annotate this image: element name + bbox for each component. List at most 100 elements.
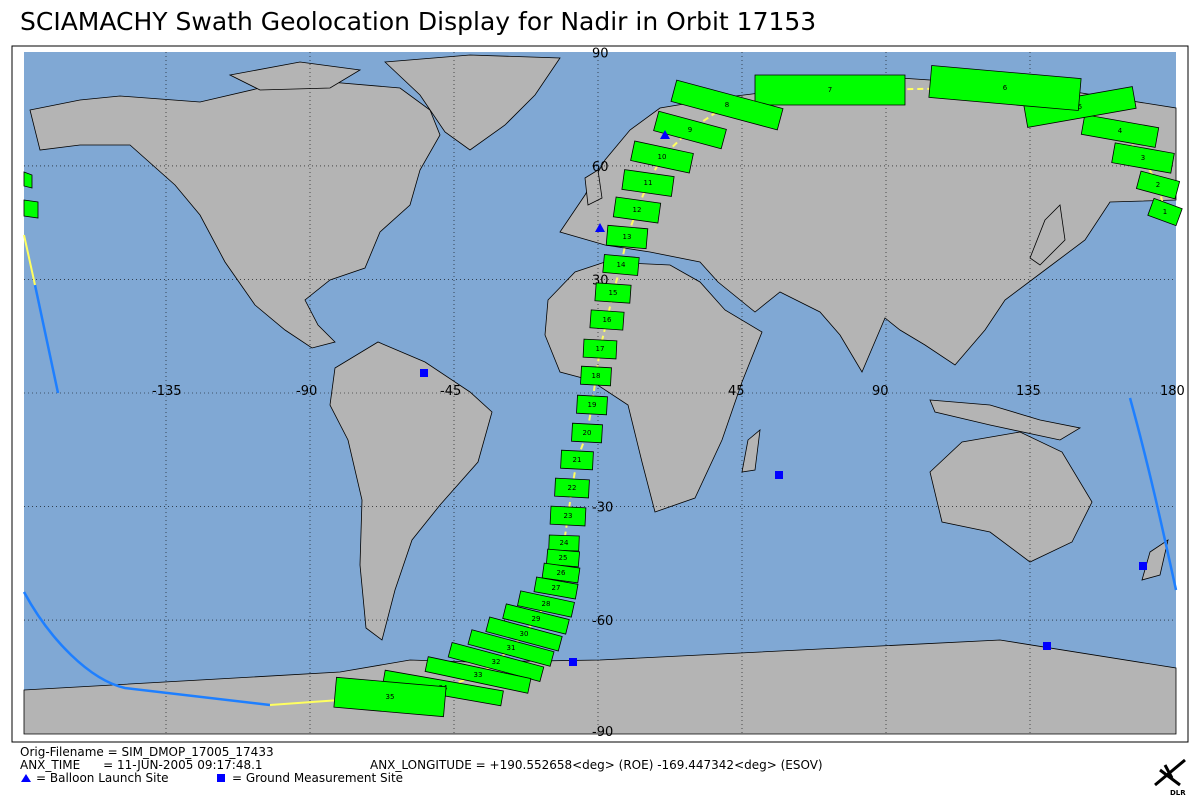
lat-label: 90	[592, 46, 609, 61]
swath-box	[571, 422, 603, 444]
south-america	[329, 341, 493, 641]
swath-label: 4	[1118, 127, 1123, 135]
swath-box	[533, 576, 579, 600]
logo-mark	[1154, 758, 1186, 787]
australia	[929, 431, 1093, 563]
swath-box	[560, 449, 594, 471]
swath-box	[1023, 86, 1137, 128]
swath-label: 27	[552, 584, 561, 592]
madagascar	[741, 429, 761, 473]
swath-box	[23, 199, 39, 219]
swath-label: 21	[573, 456, 582, 464]
lon-label: -135	[152, 384, 182, 399]
swath-label: 15	[609, 289, 618, 297]
lon-label: 45	[728, 384, 745, 399]
swath-label: 13	[623, 233, 632, 241]
lat-label: 60	[592, 160, 609, 175]
swath-label: 25	[559, 554, 568, 562]
swath-box	[554, 477, 590, 499]
swath-box	[424, 656, 532, 694]
swath: 1234567891011121314151617181920212223242…	[333, 65, 1183, 718]
antarctica	[23, 639, 1177, 735]
lat-label: -30	[592, 501, 613, 516]
swath-box	[545, 548, 581, 568]
swath-label: 10	[658, 153, 667, 161]
legend-ground-icon	[217, 774, 225, 782]
title: SCIAMACHY Swath Geolocation Display for …	[20, 7, 816, 36]
swath-label: 12	[633, 206, 642, 214]
swath-label: 31	[507, 644, 516, 652]
swath-box	[1135, 170, 1181, 200]
swath-label: 30	[520, 630, 529, 638]
swath-label: 18	[592, 372, 601, 380]
swath-label: 1	[1163, 208, 1167, 216]
orbit-track	[22, 591, 271, 707]
swath-label: 29	[532, 615, 541, 623]
lon-label: -90	[296, 384, 317, 399]
swath-label: 14	[617, 261, 626, 269]
swath-box	[467, 629, 555, 667]
swath-label: 6	[1003, 84, 1008, 92]
swath-box	[1080, 114, 1160, 148]
swath-box	[621, 169, 675, 197]
legend-ground: = Ground Measurement Site	[232, 771, 403, 785]
swath-label: 2	[1156, 181, 1160, 189]
swath-box	[612, 196, 662, 224]
swath-box	[548, 534, 580, 552]
indonesia	[929, 399, 1082, 441]
swath-label: 22	[568, 484, 577, 492]
swath-box	[594, 282, 632, 304]
lon-label: 135	[1016, 384, 1041, 399]
lat-label: -90	[592, 725, 613, 740]
swath-box	[605, 224, 649, 250]
lon-label: -45	[440, 384, 461, 399]
swath-box	[549, 505, 587, 527]
swath-box	[580, 365, 612, 387]
anx-time: ANX_TIME = 11-JUN-2005 09:17:48.1	[20, 758, 263, 772]
ground-site	[569, 658, 577, 666]
swath-box	[630, 140, 694, 174]
lat-label: -60	[592, 614, 613, 629]
swath-box	[1111, 142, 1175, 174]
swath-box	[1147, 197, 1183, 227]
ground-site	[1139, 562, 1147, 570]
swath-box	[541, 562, 581, 584]
swath-box	[582, 338, 618, 360]
legend-balloon-icon	[21, 774, 31, 782]
swath-label: 11	[644, 179, 653, 187]
swath-label: 32	[492, 658, 501, 666]
sites	[420, 130, 1147, 666]
filename: Orig-Filename = SIM_DMOP_17005_17433	[20, 745, 274, 759]
outer-frame	[11, 45, 1189, 743]
ground-site	[420, 369, 428, 377]
new-zealand	[1141, 539, 1169, 581]
anx-longitude: ANX_LONGITUDE = +190.552658<deg> (ROE) -…	[370, 758, 823, 772]
logo-text: DLR	[1170, 789, 1186, 797]
swath-label: 17	[596, 345, 605, 353]
swath-box	[602, 254, 640, 276]
swath-label: 7	[828, 86, 832, 94]
swath-label: 3	[1141, 154, 1145, 162]
swath-box	[517, 590, 575, 618]
ground-site	[775, 471, 783, 479]
swath-box	[754, 74, 906, 106]
swath-label: 19	[588, 401, 597, 409]
dlr-logo: DLR	[1154, 758, 1186, 797]
lon-label: 180	[1160, 384, 1185, 399]
swath-box	[576, 394, 608, 416]
swath-box	[333, 676, 447, 718]
swath-box	[928, 65, 1082, 111]
swath-box	[653, 110, 727, 150]
swath-label: 26	[557, 569, 566, 577]
swath-box	[502, 603, 570, 635]
orbit-track	[23, 234, 36, 286]
orbit-track	[269, 699, 341, 706]
swath-label: 35	[386, 693, 395, 701]
swath-label: 20	[583, 429, 592, 437]
swath-box	[23, 171, 33, 189]
swath-label: 33	[474, 671, 483, 679]
japan	[1029, 204, 1066, 266]
